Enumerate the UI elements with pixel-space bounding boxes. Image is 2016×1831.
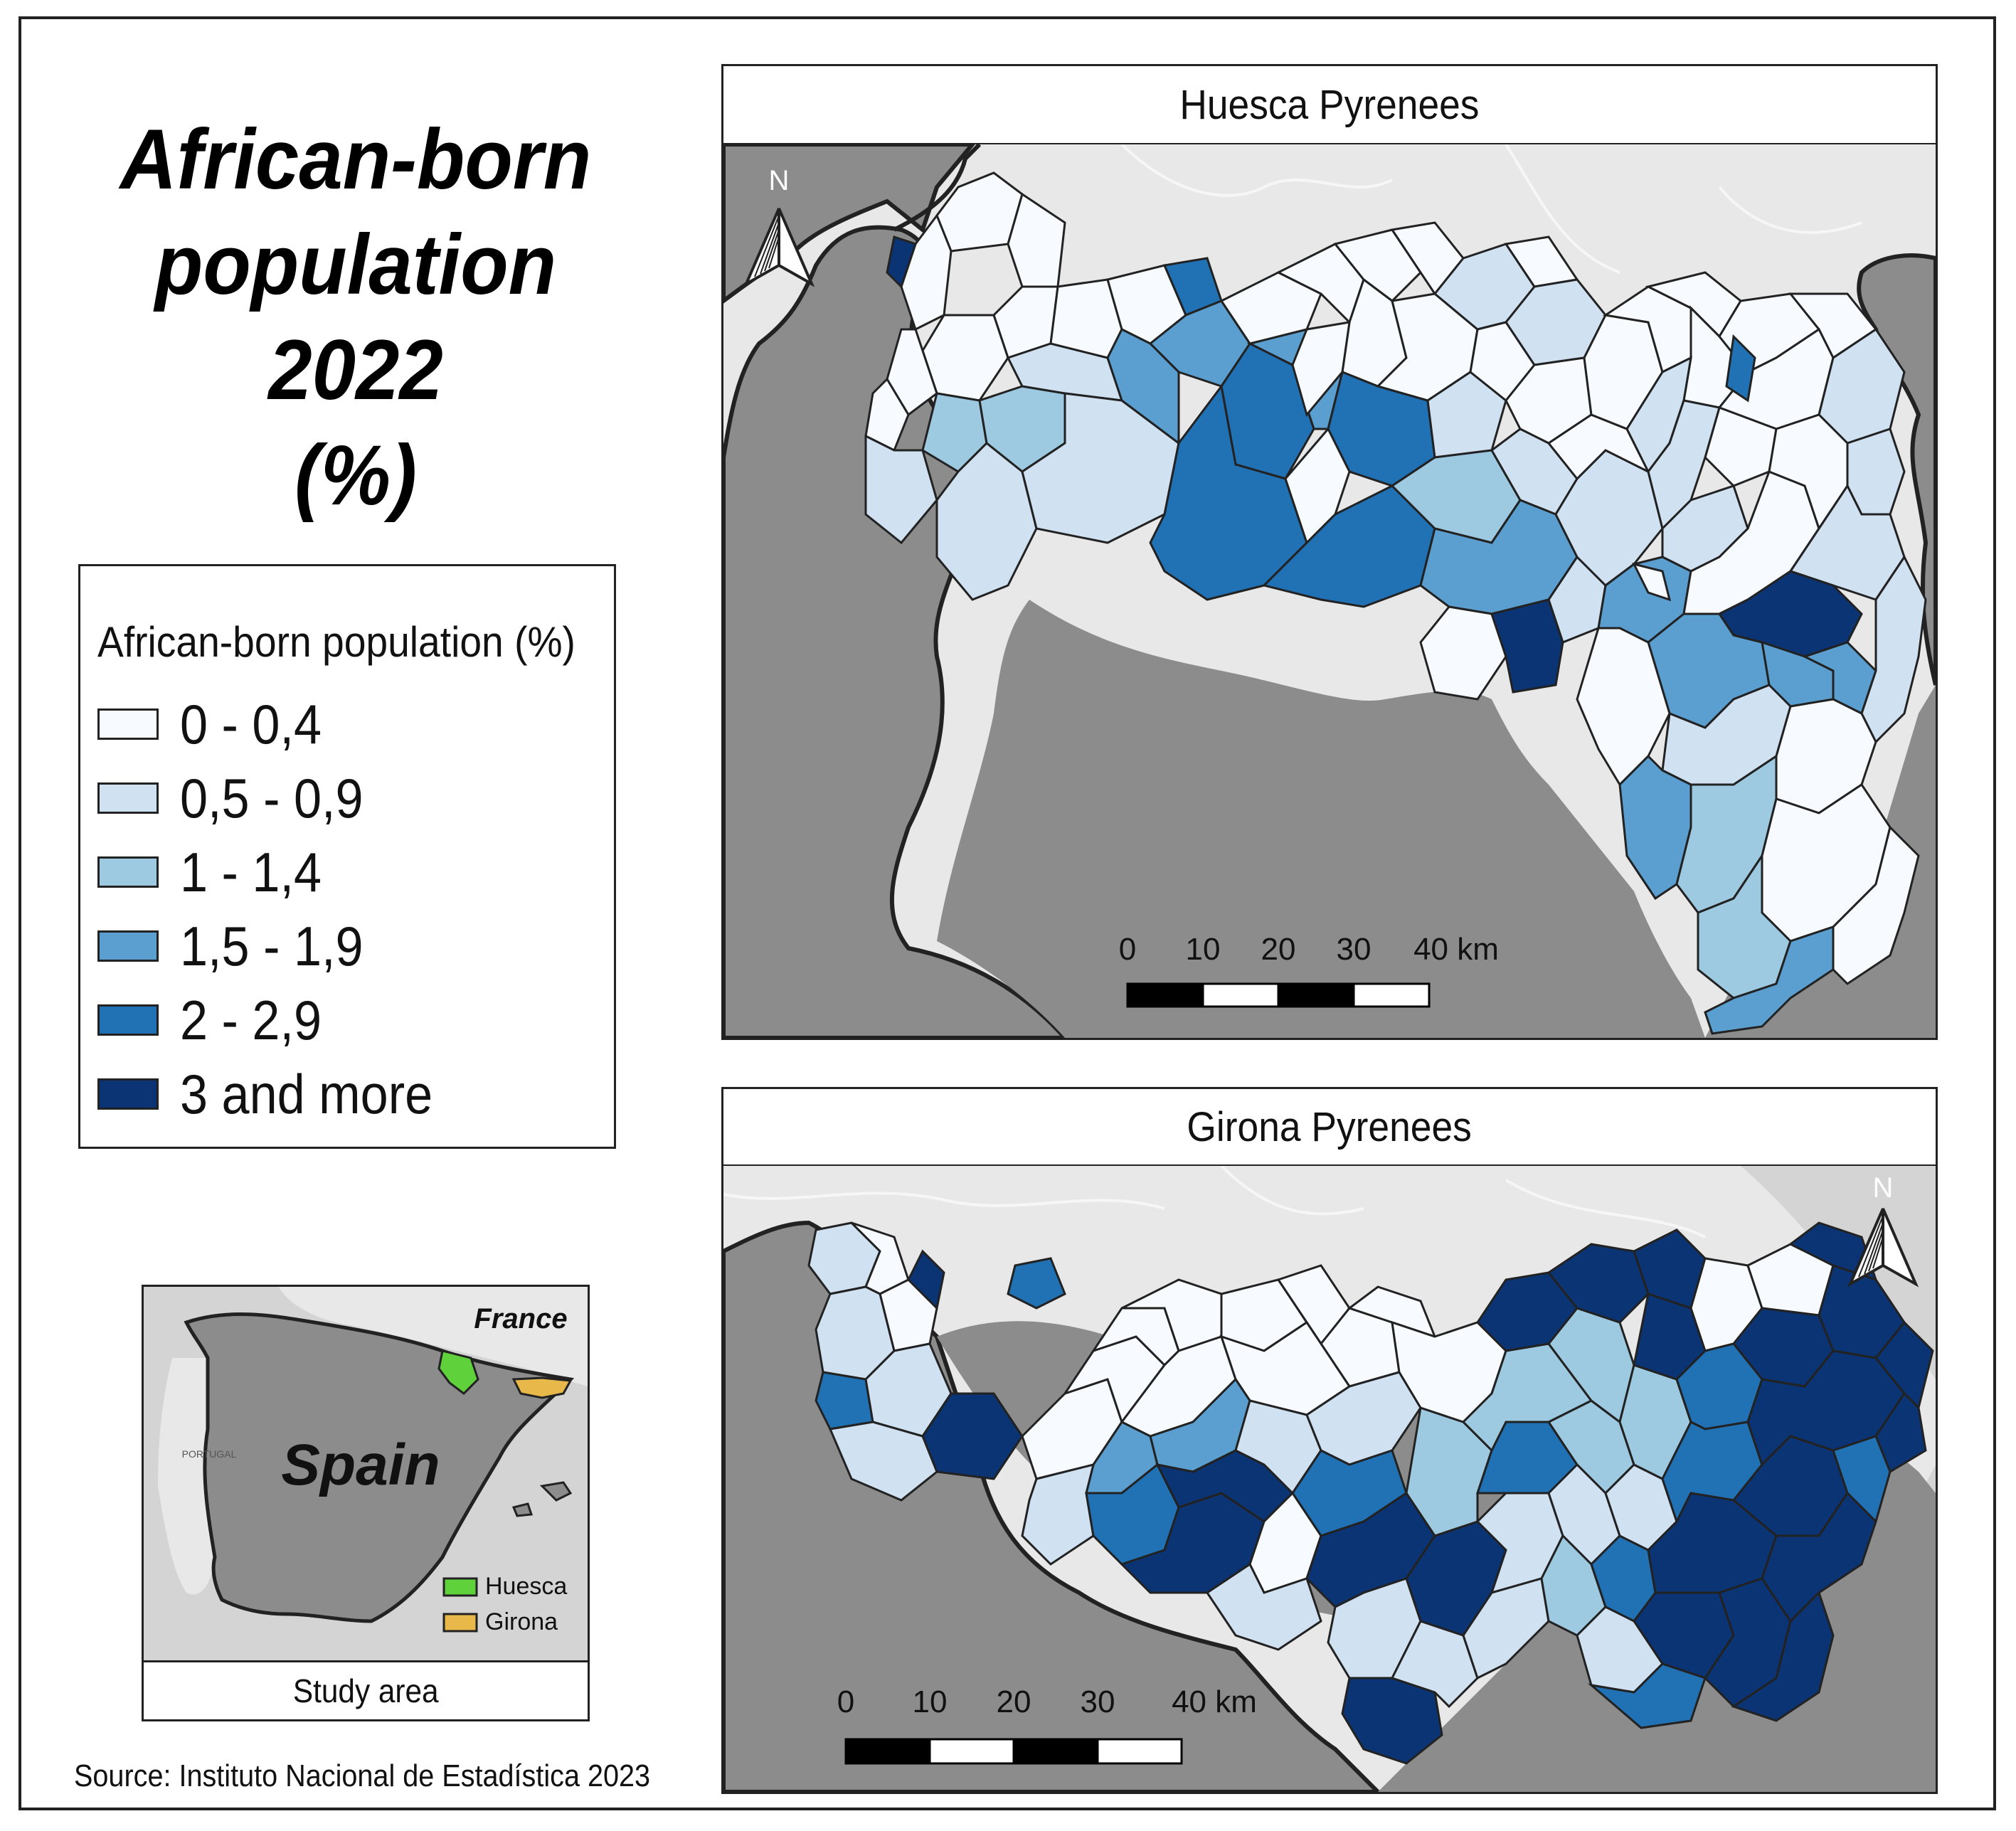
legend-swatch	[97, 930, 159, 962]
legend-swatch	[97, 708, 159, 740]
huesca-roads	[1120, 144, 1862, 274]
inset-france-land	[279, 1287, 588, 1386]
girona-municipalities	[807, 1221, 1934, 1765]
girona-north-label: N	[1873, 1172, 1894, 1204]
huesca-scale-label-40: 40 km	[1413, 932, 1499, 967]
map-frame	[18, 16, 1996, 1810]
legend-swatch	[97, 856, 159, 888]
inset-legend-swatch-huesca	[442, 1577, 478, 1597]
huesca-scale-label-30: 30	[1337, 932, 1372, 967]
inset-girona-region	[511, 1376, 573, 1399]
inset-legend-huesca: Huesca	[485, 1573, 567, 1600]
girona-roads	[723, 1166, 1706, 1238]
legend-title: African-born population (%)	[97, 618, 575, 666]
girona-scale-label-20: 20	[997, 1684, 1031, 1719]
inset-france-label: France	[474, 1303, 567, 1334]
legend-item: 1 - 1,4	[97, 841, 337, 903]
huesca-map-panel: Huesca Pyrenees	[721, 64, 1938, 1040]
study-area-caption: Study area	[144, 1660, 588, 1719]
legend-item: 0,5 - 0,9	[97, 767, 383, 829]
girona-scale-bar: 0 10 20 30 40 km	[837, 1684, 1257, 1765]
girona-map-title: Girona Pyrenees	[723, 1089, 1936, 1167]
main-title: African-born population 2022 (%)	[68, 107, 644, 528]
inset-portugal-land	[158, 1358, 215, 1595]
legend-label: 3 and more	[180, 1062, 433, 1125]
legend: African-born population (%) 0 - 0,4 0,5 …	[78, 564, 616, 1149]
huesca-north-arrow-icon: N	[743, 165, 815, 287]
inset-map: France Spain PORTUGAL Huesca Girona	[144, 1287, 588, 1662]
huesca-border	[893, 144, 982, 232]
legend-item: 0 - 0,4	[97, 693, 337, 755]
girona-scale-label-0: 0	[837, 1684, 854, 1719]
source-note: Source: Instituto Nacional de Estadístic…	[74, 1758, 651, 1793]
inset-legend-swatch-girona	[442, 1613, 478, 1633]
huesca-map[interactable]: N 0 10 20 30 40 km	[723, 144, 1936, 1038]
huesca-north-label: N	[769, 165, 790, 196]
girona-north-arrow-icon: N	[1847, 1172, 1919, 1288]
inset-portugal-label: PORTUGAL	[182, 1448, 237, 1460]
inset-legend-girona: Girona	[485, 1608, 558, 1635]
girona-scale-label-10: 10	[913, 1684, 948, 1719]
legend-item: 2 - 2,9	[97, 989, 337, 1051]
huesca-scale-label-0: 0	[1119, 932, 1136, 967]
huesca-scale-label-10: 10	[1186, 932, 1221, 967]
girona-map-title-text: Girona Pyrenees	[1187, 1103, 1473, 1150]
legend-swatch	[97, 1004, 159, 1036]
legend-swatch	[97, 1078, 159, 1110]
title-line-1: African-born	[120, 112, 592, 207]
huesca-scale-bar: 0 10 20 30 40 km	[1119, 932, 1499, 1008]
legend-label: 1,5 - 1,9	[180, 914, 364, 977]
title-line-2: population 2022	[154, 217, 557, 418]
huesca-map-title-text: Huesca Pyrenees	[1179, 81, 1480, 128]
inset-balearic-island	[539, 1481, 573, 1502]
legend-label: 1 - 1,4	[180, 840, 322, 903]
huesca-scale-label-20: 20	[1261, 932, 1296, 967]
legend-item: 3 and more	[97, 1063, 461, 1125]
legend-item: 1,5 - 1,9	[97, 915, 383, 977]
study-area-caption-text: Study area	[292, 1672, 439, 1709]
inset-balearic-island	[511, 1502, 534, 1517]
study-area-inset: France Spain PORTUGAL Huesca Girona Stud…	[142, 1285, 590, 1721]
legend-label: 2 - 2,9	[180, 988, 322, 1051]
inset-huesca-region	[437, 1349, 479, 1395]
inset-spain-label: Spain	[281, 1433, 440, 1497]
girona-map[interactable]: N 0 10 20 30 40 km	[723, 1166, 1936, 1792]
title-line-3: (%)	[295, 428, 417, 523]
legend-label: 0,5 - 0,9	[180, 766, 364, 829]
huesca-spain-south	[937, 600, 1705, 1038]
girona-scale-label-40: 40 km	[1172, 1684, 1257, 1719]
legend-swatch	[97, 782, 159, 814]
girona-map-panel: Girona Pyrenees	[721, 1087, 1938, 1794]
legend-label: 0 - 0,4	[180, 692, 322, 755]
girona-scale-label-30: 30	[1081, 1684, 1115, 1719]
huesca-municipalities	[864, 171, 1927, 1035]
inset-spain-land	[184, 1312, 575, 1623]
huesca-map-title: Huesca Pyrenees	[723, 66, 1936, 145]
